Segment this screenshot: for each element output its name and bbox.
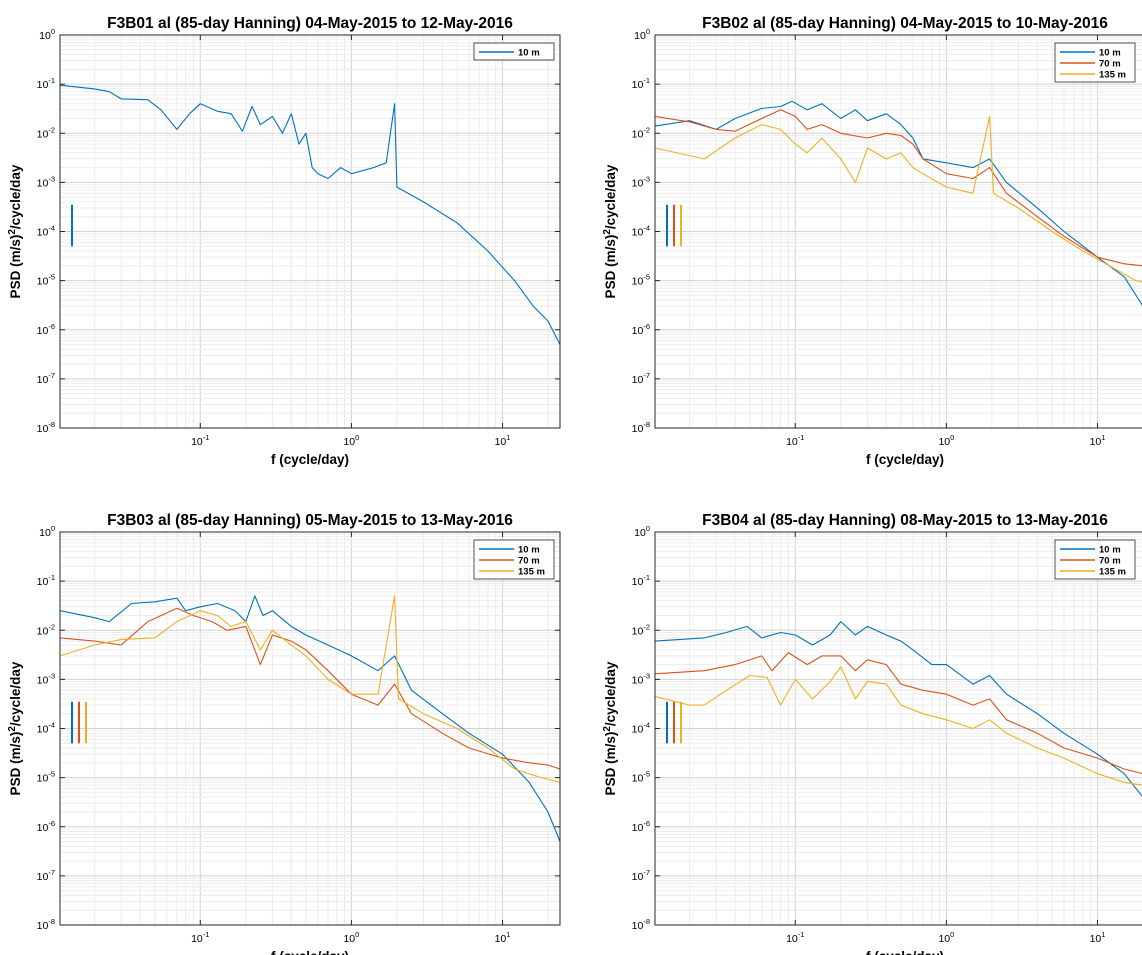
- series-line-10m: [60, 84, 560, 345]
- x-tick-label: 100: [938, 433, 954, 448]
- y-tick-label: 10-6: [37, 819, 55, 834]
- chart-title: F3B02 al (85-day Hanning) 04-May-2015 to…: [702, 15, 1108, 32]
- y-tick-label: 10-8: [37, 917, 55, 932]
- y-tick-label: 100: [39, 524, 55, 539]
- x-axis-label: f (cycle/day): [271, 949, 349, 955]
- y-axis-label: PSD (m/s)2/cycle/day: [602, 661, 618, 795]
- legend-label: 135 m: [1099, 70, 1126, 81]
- legend-label: 10 m: [1099, 545, 1121, 556]
- y-tick-label: 10-2: [37, 622, 55, 637]
- x-tick-label: 101: [1090, 433, 1106, 448]
- x-tick-label: 10-1: [786, 930, 804, 945]
- x-axis-label: f (cycle/day): [866, 452, 944, 467]
- x-tick-label: 10-1: [191, 433, 209, 448]
- chart-title: F3B01 al (85-day Hanning) 04-May-2015 to…: [107, 15, 513, 32]
- legend-label: 70 m: [1099, 59, 1121, 70]
- series-line-70m: [60, 607, 560, 770]
- series-group: [655, 621, 1142, 797]
- y-tick-label: 10-5: [37, 273, 55, 288]
- y-tick-label: 10-6: [632, 819, 650, 834]
- x-tick-label: 100: [343, 930, 359, 945]
- y-tick-label: 10-8: [632, 420, 650, 435]
- y-tick-label: 10-4: [37, 721, 55, 736]
- series-line-70m: [655, 652, 1142, 775]
- x-tick-label: 101: [495, 433, 511, 448]
- series-group: [60, 595, 560, 842]
- series-line-135m: [655, 666, 1142, 786]
- series-group: [60, 84, 560, 345]
- x-tick-label: 100: [938, 930, 954, 945]
- y-tick-label: 100: [634, 27, 650, 42]
- y-tick-label: 10-3: [632, 174, 650, 189]
- y-tick-label: 10-6: [37, 322, 55, 337]
- x-axis-label: f (cycle/day): [271, 452, 349, 467]
- series-line-135m: [60, 595, 560, 783]
- y-tick-label: 10-4: [632, 721, 650, 736]
- y-tick-label: 10-1: [632, 76, 650, 91]
- y-tick-label: 10-4: [632, 224, 650, 239]
- x-tick-label: 10-1: [191, 930, 209, 945]
- grid: [655, 34, 1142, 429]
- y-tick-label: 10-3: [37, 671, 55, 686]
- y-tick-label: 10-7: [632, 371, 650, 386]
- x-tick-label: 100: [343, 433, 359, 448]
- y-tick-label: 10-1: [37, 76, 55, 91]
- y-tick-label: 10-1: [632, 573, 650, 588]
- legend-label: 10 m: [518, 545, 540, 556]
- y-tick-label: 10-7: [632, 868, 650, 883]
- legend-label: 70 m: [518, 556, 540, 567]
- subplot-3: 10-1 100 101 10-8 10-7 10-6 10-5 10-4 10-3 10-2 10…: [7, 512, 561, 955]
- y-tick-label: 10-2: [37, 125, 55, 140]
- y-tick-label: 10-6: [632, 322, 650, 337]
- x-axis-label: f (cycle/day): [866, 949, 944, 955]
- y-tick-label: 10-3: [37, 174, 55, 189]
- series-line-10m: [655, 100, 1142, 306]
- subplot-2: 10-1 100 101 10-8 10-7 10-6 10-5 10-4 10-3 10-2 10…: [602, 15, 1142, 467]
- y-tick-label: 10-4: [37, 224, 55, 239]
- y-axis-label: PSD (m/s)2/cycle/day: [602, 164, 618, 298]
- grid: [655, 531, 1142, 926]
- series-line-135m: [655, 115, 1142, 283]
- y-tick-label: 10-2: [632, 125, 650, 140]
- y-tick-label: 10-2: [632, 622, 650, 637]
- y-tick-label: 100: [634, 524, 650, 539]
- y-tick-label: 10-7: [37, 868, 55, 883]
- series-line-10m: [60, 595, 560, 842]
- x-tick-label: 101: [495, 930, 511, 945]
- y-tick-label: 10-8: [632, 917, 650, 932]
- subplot-4: 10-1 100 101 10-8 10-7 10-6 10-5 10-4 10-3 10-2 10…: [602, 512, 1142, 955]
- y-tick-label: 10-5: [632, 770, 650, 785]
- series-group: [655, 100, 1142, 306]
- y-tick-label: 10-5: [632, 273, 650, 288]
- y-tick-label: 10-8: [37, 420, 55, 435]
- x-tick-label: 101: [1090, 930, 1106, 945]
- legend-label: 135 m: [518, 567, 545, 578]
- y-tick-label: 10-7: [37, 371, 55, 386]
- y-tick-label: 10-3: [632, 671, 650, 686]
- legend-label: 10 m: [518, 48, 540, 59]
- y-axis-label: PSD (m/s)2/cycle/day: [7, 661, 23, 795]
- y-axis-label: PSD (m/s)2/cycle/day: [7, 164, 23, 298]
- chart-title: F3B04 al (85-day Hanning) 08-May-2015 to…: [702, 512, 1108, 529]
- legend-label: 10 m: [1099, 48, 1121, 59]
- chart-title: F3B03 al (85-day Hanning) 05-May-2015 to…: [107, 512, 513, 529]
- legend-label: 70 m: [1099, 556, 1121, 567]
- series-line-70m: [655, 109, 1142, 267]
- series-line-10m: [655, 621, 1142, 797]
- y-tick-label: 10-1: [37, 573, 55, 588]
- x-tick-label: 10-1: [786, 433, 804, 448]
- subplot-1: 10-1 100 101 10-8 10-7 10-6 10-5 10-4 10-3 10-2 10…: [7, 15, 561, 467]
- legend: 10 m: [473, 42, 555, 61]
- y-tick-label: 100: [39, 27, 55, 42]
- y-tick-label: 10-5: [37, 770, 55, 785]
- legend-label: 135 m: [1099, 567, 1126, 578]
